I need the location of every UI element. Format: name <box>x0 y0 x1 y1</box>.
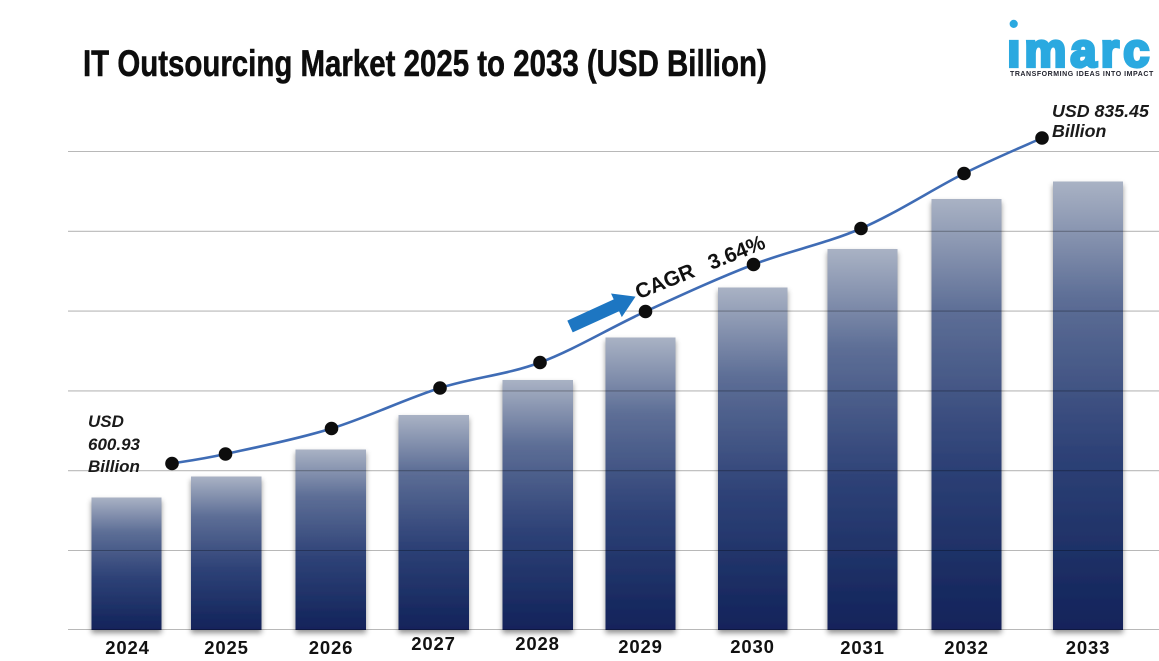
svg-text:ımarc: ımarc <box>1007 23 1153 76</box>
